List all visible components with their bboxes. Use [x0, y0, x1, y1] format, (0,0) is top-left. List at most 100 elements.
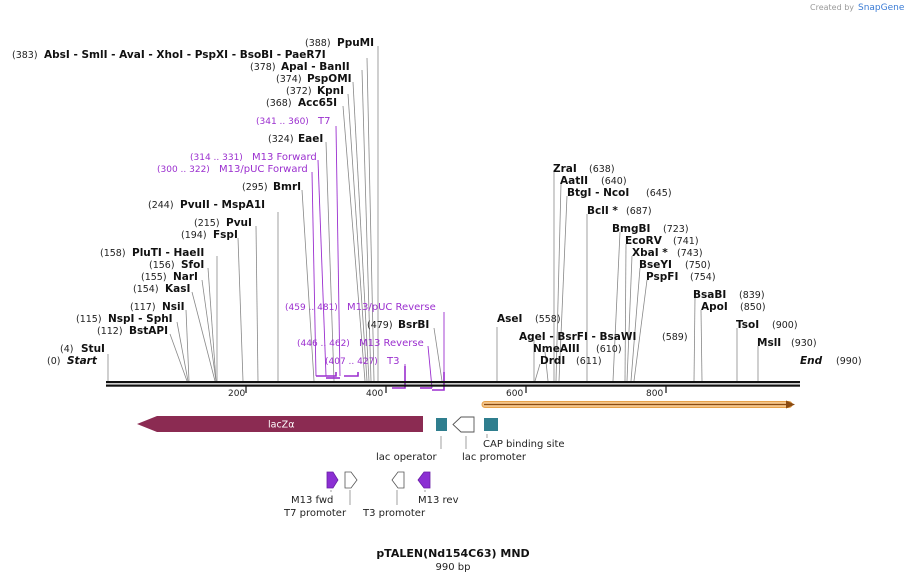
t7-promoter-feature[interactable]	[344, 471, 358, 489]
enzyme-position: (194)	[181, 230, 207, 241]
primer-label[interactable]: M13 Forward	[252, 152, 317, 163]
enzyme-position: (112)	[97, 326, 123, 337]
map-title: pTALEN(Nd154C63) MND	[376, 547, 529, 560]
enzyme-site[interactable]: EaeI	[298, 133, 323, 145]
m13-fwd-feature[interactable]	[326, 471, 339, 489]
enzyme-site[interactable]: BclI *	[587, 205, 618, 217]
lacz-feature[interactable]: lacZα	[137, 416, 423, 432]
enzyme-site[interactable]: TsoI	[736, 319, 759, 331]
enzyme-site[interactable]: NsiI	[162, 301, 185, 313]
enzyme-site[interactable]: PvuII - MspA1I	[180, 199, 265, 211]
t3-promoter-feature[interactable]	[391, 471, 405, 489]
primer-labels: (341 .. 360) T7 (314 .. 331) M13 Forward…	[157, 116, 436, 367]
primer-range: (300 .. 322)	[157, 165, 210, 175]
enzyme-position: (743)	[677, 248, 703, 259]
enzyme-position: (244)	[148, 200, 174, 211]
primer-label[interactable]: M13 Reverse	[359, 338, 424, 349]
enzyme-site[interactable]: KasI	[165, 283, 190, 295]
enzyme-position: (372)	[286, 86, 312, 97]
enzyme-position: (156)	[149, 260, 175, 271]
enzyme-site[interactable]: NspI - SphI	[108, 313, 173, 325]
primer-label[interactable]: M13/pUC Reverse	[347, 302, 436, 313]
m13-rev-label: M13 rev	[418, 495, 459, 506]
enzyme-position: (930)	[791, 338, 817, 349]
enzyme-position: (158)	[100, 248, 126, 259]
primer-marks	[316, 366, 445, 391]
enzyme-position: (115)	[76, 314, 102, 325]
enzyme-position: (4)	[60, 344, 73, 355]
enzyme-site[interactable]: ApaI - BanII	[281, 61, 350, 73]
primer-range: (341 .. 360)	[256, 117, 309, 127]
orf-arrow[interactable]	[481, 400, 795, 409]
enzyme-site[interactable]: SfoI	[181, 259, 204, 271]
enzyme-position: (640)	[601, 176, 627, 187]
enzyme-site[interactable]: Acc65I	[298, 97, 337, 109]
enzyme-site[interactable]: FspI	[213, 229, 238, 241]
cap-binding-site-label: CAP binding site	[483, 439, 565, 450]
enzyme-site[interactable]: EcoRV	[625, 235, 663, 247]
enzyme-position: (754)	[690, 272, 716, 283]
primer-label[interactable]: T3	[386, 356, 399, 367]
enzyme-site[interactable]: AbsI - SmlI - AvaI - XhoI - PspXI - BsoB…	[44, 49, 326, 61]
lac-promoter-feature[interactable]	[452, 416, 475, 449]
enzyme-position: (117)	[130, 302, 156, 313]
enzyme-site[interactable]: DrdI	[540, 355, 565, 367]
enzyme-position: (154)	[133, 284, 159, 295]
enzyme-position: (900)	[772, 320, 798, 331]
primer-label[interactable]: M13/pUC Forward	[219, 164, 308, 175]
enzyme-labels: (4) StuI (112) BstAPI (115) NspI - SphI …	[12, 37, 817, 367]
enzyme-site[interactable]: AatII	[560, 175, 588, 187]
snapgene-logo: SnapGene	[858, 3, 905, 13]
enzyme-site[interactable]: StuI	[81, 343, 105, 355]
enzyme-site[interactable]: BsrBI	[398, 319, 429, 331]
enzyme-site[interactable]: PspOMI	[307, 73, 352, 85]
start-label: Start	[67, 355, 98, 367]
enzyme-position: (839)	[739, 290, 765, 301]
enzyme-site[interactable]: BmgBI	[612, 223, 650, 235]
enzyme-site[interactable]: ApoI	[701, 301, 728, 313]
cap-binding-site-feature[interactable]	[484, 418, 498, 431]
start-position: (0)	[47, 356, 60, 367]
enzyme-site[interactable]: BseYI	[639, 259, 672, 271]
t3-promoter-label: T3 promoter	[362, 508, 426, 519]
enzyme-site[interactable]: PvuI	[226, 217, 252, 229]
enzyme-site[interactable]: PpuMI	[337, 37, 374, 49]
enzyme-site[interactable]: PspFI	[646, 271, 678, 283]
enzyme-site[interactable]: PluTI - HaeII	[132, 247, 204, 259]
enzyme-site[interactable]: NarI	[173, 271, 198, 283]
primer-range: (314 .. 331)	[190, 153, 243, 163]
enzyme-site[interactable]: BmrI	[273, 181, 301, 193]
lac-operator-feature[interactable]	[436, 418, 447, 431]
enzyme-site[interactable]: BtgI - NcoI	[567, 187, 629, 199]
enzyme-site[interactable]: KpnI	[317, 85, 344, 97]
enzyme-position: (295)	[242, 182, 268, 193]
backbone-bottom	[106, 384, 800, 387]
enzyme-position: (723)	[663, 224, 689, 235]
enzyme-position: (383)	[12, 50, 38, 61]
backbone-top	[106, 381, 800, 384]
end-position: (990)	[836, 356, 862, 367]
enzyme-site[interactable]: MslI	[757, 337, 781, 349]
m13-rev-feature[interactable]	[417, 471, 431, 489]
primer-label[interactable]: T7	[317, 116, 330, 127]
enzyme-position: (750)	[685, 260, 711, 271]
enzyme-position: (638)	[589, 164, 615, 175]
tick-label: 200	[228, 389, 245, 399]
primer-range: (459 .. 481)	[285, 303, 338, 313]
enzyme-site[interactable]: BstAPI	[129, 325, 168, 337]
enzyme-site[interactable]: NmeAIII	[533, 343, 580, 355]
enzyme-position: (687)	[626, 206, 652, 217]
enzyme-position: (610)	[596, 344, 622, 355]
enzyme-site[interactable]: XbaI *	[632, 247, 668, 259]
enzyme-site[interactable]: ZraI	[553, 163, 577, 175]
lacz-label: lacZα	[268, 420, 294, 431]
enzyme-position: (155)	[141, 272, 167, 283]
credit-prefix: Created by	[810, 3, 854, 12]
enzyme-site[interactable]: BsaBI	[693, 289, 726, 301]
enzyme-site[interactable]: AseI	[497, 313, 522, 325]
enzyme-site[interactable]: AgeI - BsrFI - BsaWI	[519, 331, 636, 343]
tick-label: 400	[366, 389, 383, 399]
enzyme-position: (378)	[250, 62, 276, 73]
